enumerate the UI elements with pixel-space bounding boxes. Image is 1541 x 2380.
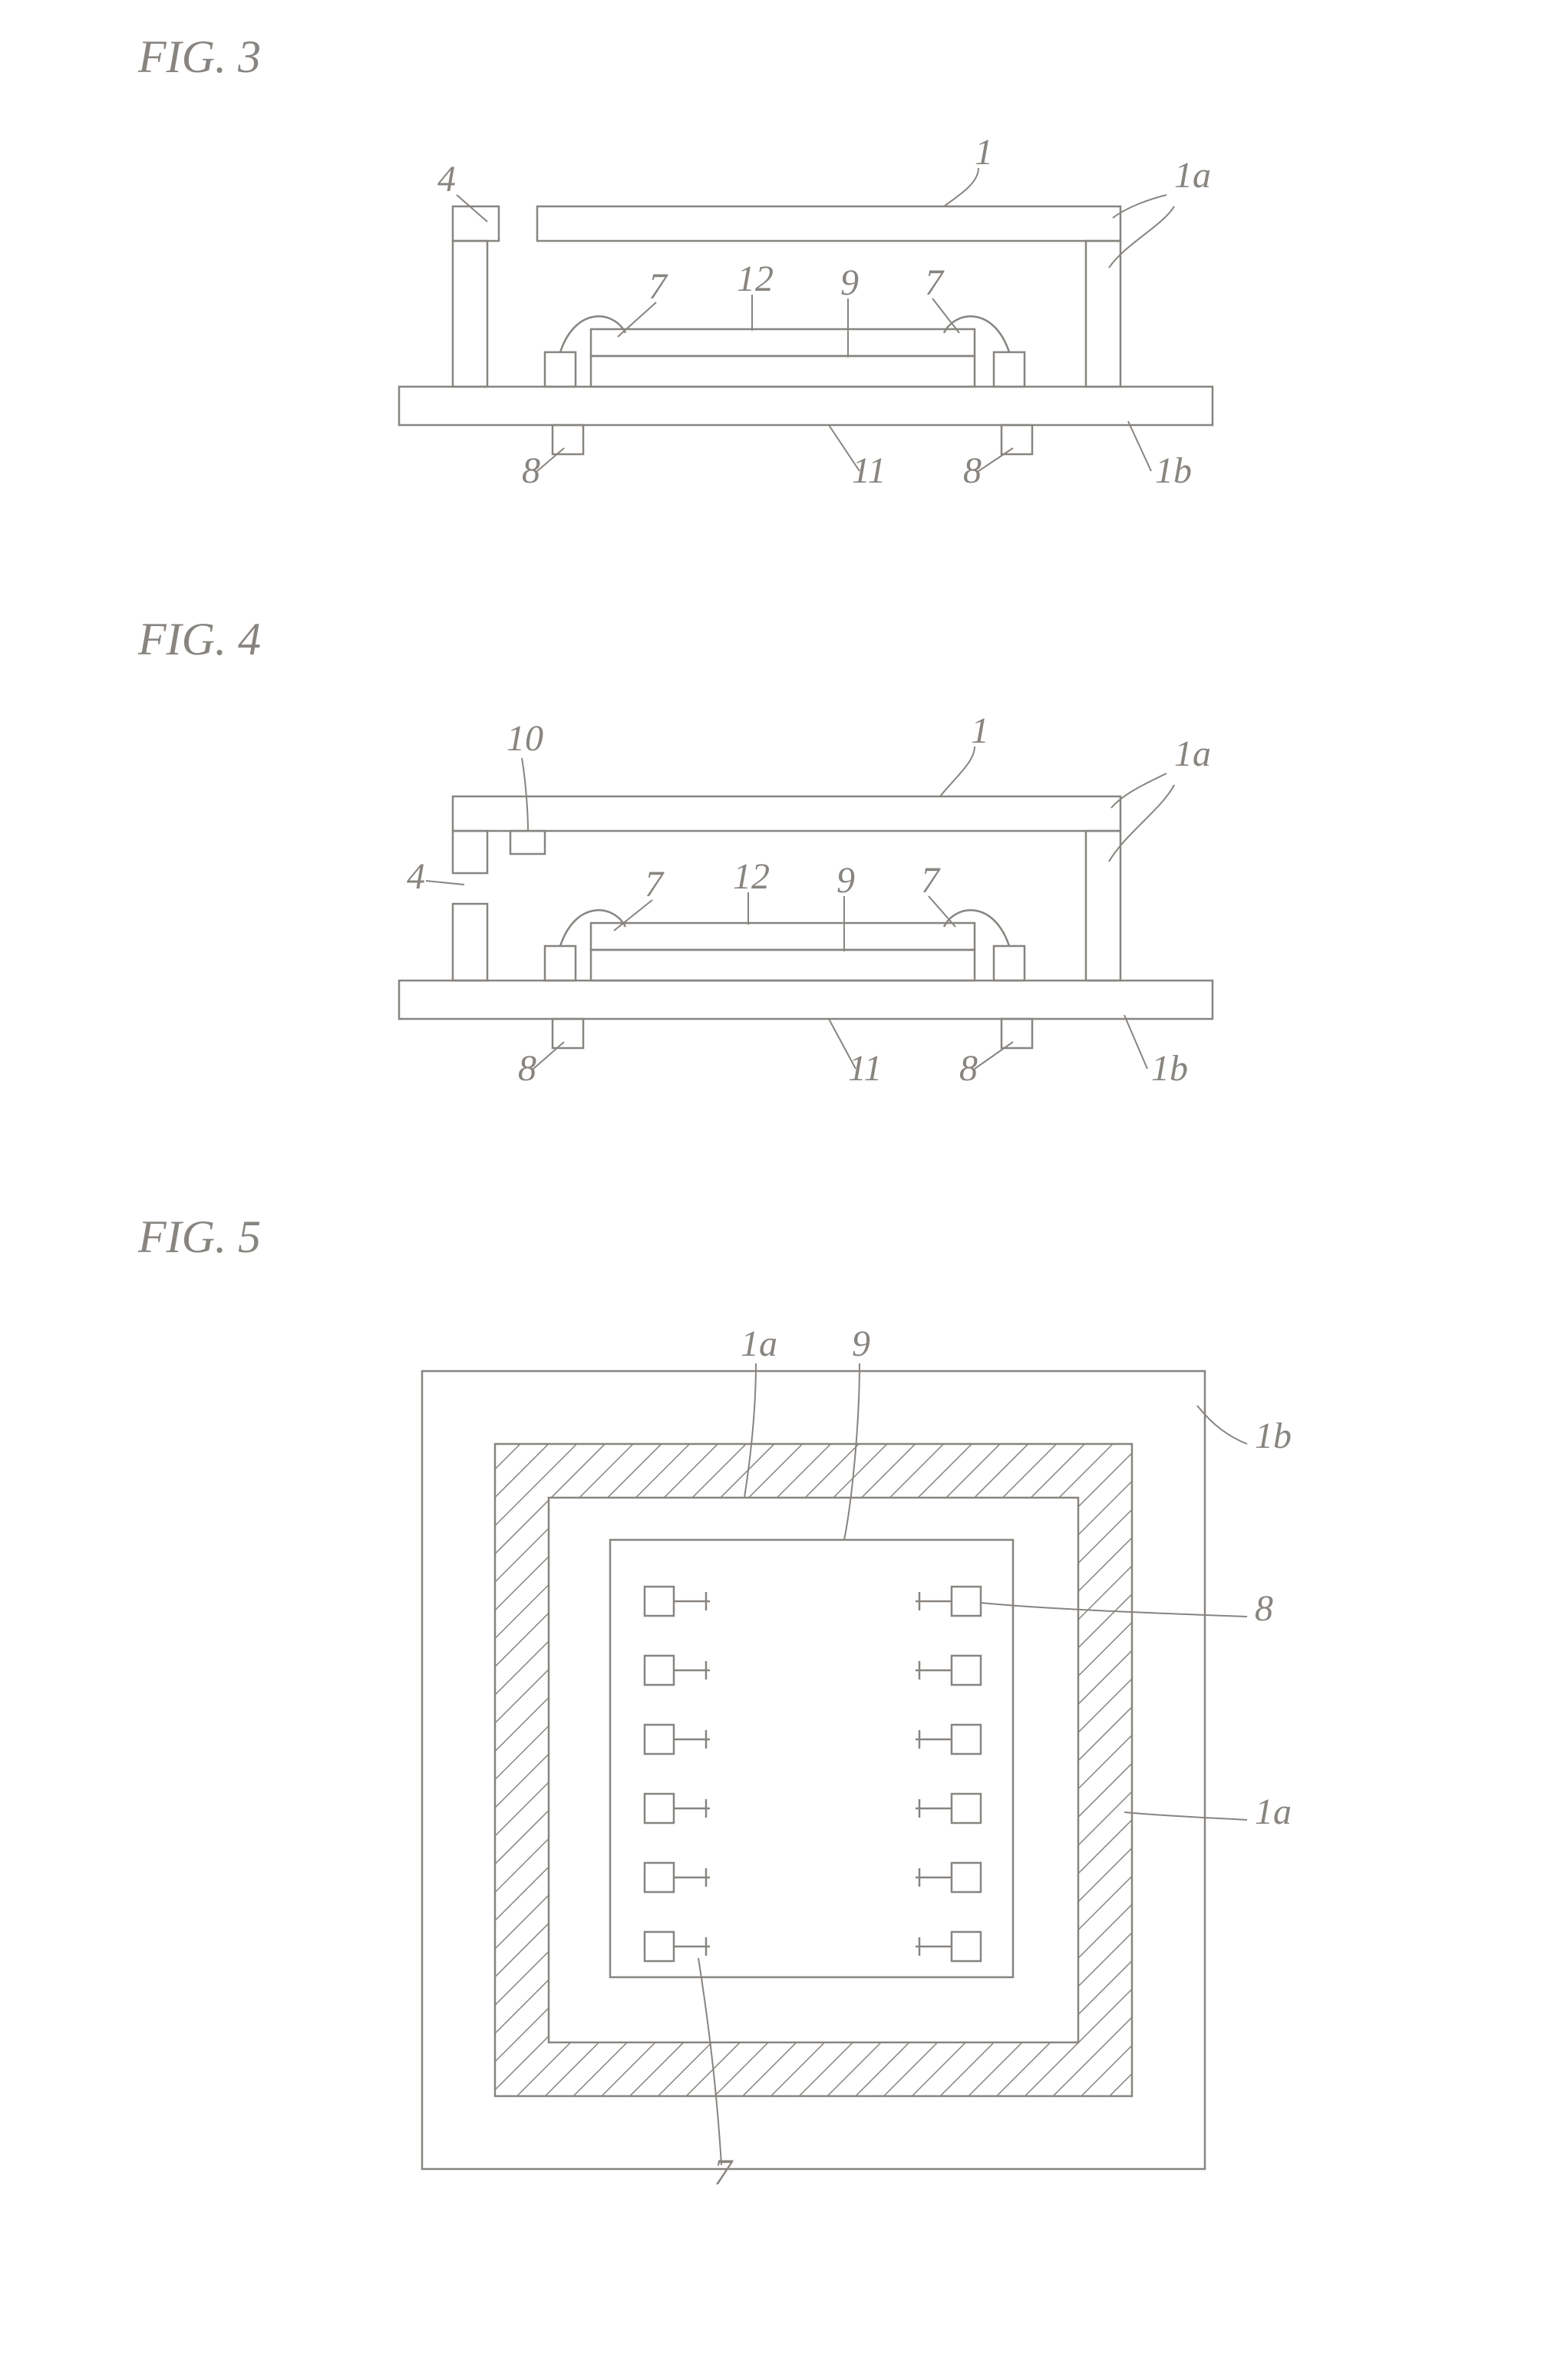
fig5-n1b: 1b [1255,1416,1292,1456]
fig3-n11: 11 [852,450,886,491]
fig4-wire-left [560,910,625,946]
fig4-n1b: 1b [1151,1048,1188,1089]
fig4-n1a: 1a [1174,733,1211,774]
fig3-lid-right-wall [1086,241,1120,387]
fig3-layer-12 [591,329,975,356]
fig5-n1a-r: 1a [1255,1792,1292,1832]
fig4-n4: 4 [407,856,425,897]
fig3-n1b: 1b [1155,450,1192,491]
fig3-title: FIG. 3 [138,31,1541,84]
fig4-n11: 11 [848,1048,882,1089]
fig4-layer-12 [591,923,975,950]
fig3-bump-left [553,425,583,454]
fig3-n8R: 8 [963,450,982,491]
fig5-title: FIG. 5 [138,1211,1541,1264]
fig3-svg: 4 1 1a 7 12 9 7 8 11 8 1b [184,91,1412,567]
fig4-lid-left-lower [453,904,487,981]
fig4-layer-9 [591,950,975,981]
fig3-lid-top [453,206,1120,241]
fig4-title: FIG. 4 [138,613,1541,666]
fig4-pad-right [994,946,1025,981]
fig3-n1: 1 [975,132,993,173]
fig4-lid-left-upper [453,831,487,873]
fig3-n7L: 7 [648,266,668,307]
fig3-n4: 4 [437,159,456,199]
fig4-pad-left [545,946,576,981]
fig3-n8L: 8 [522,450,540,491]
fig4-n12: 12 [733,856,770,897]
fig5-hatch-ring [495,1444,1132,2096]
fig5-n9: 9 [852,1324,870,1364]
fig3-n7R: 7 [925,262,945,303]
fig4-box-10 [510,831,545,854]
fig3-pad-left [545,352,576,387]
fig4-n7L: 7 [645,864,665,905]
fig3-wire-right [944,316,1009,352]
fig4-lid-top [453,796,1120,831]
fig4-svg: 10 1 1a 4 7 12 9 7 8 11 8 1b [184,674,1412,1165]
fig4-leaders [426,747,1174,1069]
fig4-base [399,981,1213,1019]
fig4-n10: 10 [507,718,543,759]
fig5-n8: 8 [1255,1588,1273,1629]
fig5-n7: 7 [714,2152,734,2193]
fig4-n8R: 8 [959,1048,978,1089]
fig3-n9: 9 [840,262,859,303]
fig4-bump-right [1001,1019,1032,1048]
page: FIG. 3 [31,31,1541,2207]
fig3-lid-left-wall [453,241,487,387]
fig3-n1a: 1a [1174,155,1211,196]
fig5-svg: 1a 9 1b 8 1a 7 [184,1271,1412,2207]
fig5-n1a-top: 1a [741,1324,777,1364]
fig4-n9: 9 [836,860,855,901]
fig3-bump-right [1001,425,1032,454]
fig4-wire-right [944,910,1009,946]
fig4-n7R: 7 [921,860,941,901]
fig3-wire-left [560,316,625,352]
fig4-numbers: 10 1 1a 4 7 12 9 7 8 11 8 1b [407,710,1211,1089]
fig3-n12: 12 [737,259,774,299]
fig3-layer-9 [591,356,975,387]
fig3-pad-right [994,352,1025,387]
fig4-n8L: 8 [518,1048,536,1089]
fig3-base [399,387,1213,425]
fig4-bump-left [553,1019,583,1048]
fig4-n1: 1 [971,710,989,751]
